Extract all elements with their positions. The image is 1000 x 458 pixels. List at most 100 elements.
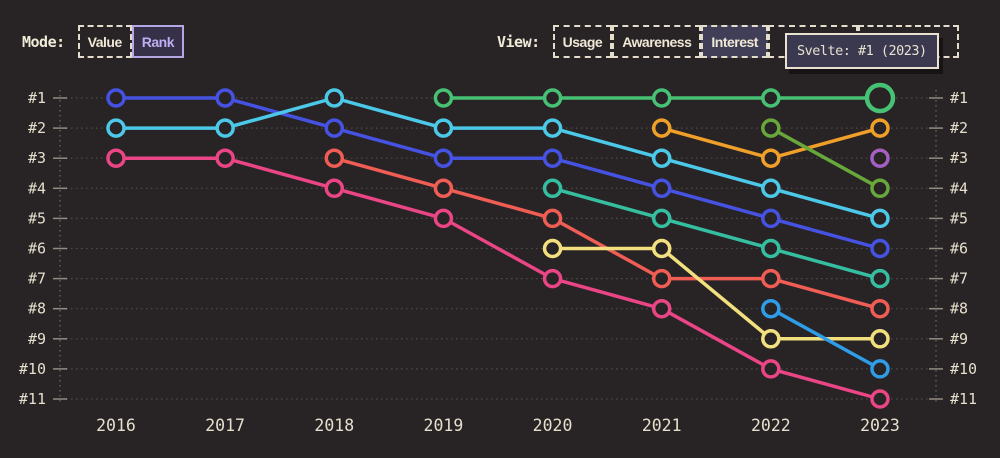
data-point-teal[interactable] [651,208,672,229]
series-line-cyan [114,96,882,221]
year-label: 2022 [751,416,791,435]
series-line-sky [769,306,882,371]
tooltip-text: Svelte: #1 (2023) [797,43,927,59]
data-point-pink[interactable] [542,268,563,289]
data-point-purple[interactable] [870,148,890,168]
data-point-pink[interactable] [433,208,454,229]
data-point-teal[interactable] [870,268,890,289]
data-point-amber[interactable] [761,148,781,168]
view-control: View: UsageAwarenessInterestPositivity [497,25,959,58]
rank-label-right: #8 [950,300,968,318]
data-point-salmon[interactable] [433,178,454,199]
rank-label-right: #5 [950,209,968,227]
data-point-highlighted-svelte[interactable] [864,82,896,114]
rank-label-left: #11 [19,390,46,408]
view-button-awareness[interactable]: Awareness [612,25,702,58]
rank-label-left: #9 [28,330,46,348]
data-point-indigo[interactable] [870,238,890,259]
data-point-indigo[interactable] [106,88,126,108]
series-line-olive [769,126,882,191]
data-point-salmon[interactable] [651,268,672,289]
rank-label-left: #8 [28,300,46,318]
year-label: 2020 [533,416,573,435]
year-label: 2018 [314,416,354,435]
mode-button-rank[interactable]: Rank [131,25,184,58]
data-point-indigo[interactable] [542,148,563,168]
data-point-yellow[interactable] [761,329,781,349]
rank-label-right: #2 [950,119,968,137]
data-point-indigo[interactable] [761,208,781,229]
data-point-cyan[interactable] [761,178,781,199]
rank-label-left: #7 [28,270,46,288]
data-point-cyan[interactable] [324,88,345,108]
data-point-pink[interactable] [215,148,235,168]
data-point-salmon[interactable] [324,148,345,168]
data-point-svelte[interactable] [542,88,563,108]
data-point-salmon[interactable] [870,298,890,319]
rank-label-right: #4 [950,179,968,197]
mode-button-value[interactable]: Value [77,25,132,58]
mode-button-group: Value Rank [77,25,184,58]
data-point-indigo[interactable] [324,118,345,138]
data-point-sky[interactable] [761,298,781,319]
data-point-cyan[interactable] [542,118,563,138]
data-point-svelte[interactable] [433,88,454,108]
rank-label-left: #4 [28,179,46,197]
data-point-teal[interactable] [761,238,781,259]
data-point-pink[interactable] [761,359,781,379]
rank-label-right: #9 [950,330,968,348]
series-line-salmon [332,156,882,311]
data-point-olive[interactable] [761,118,781,138]
mode-control: Mode: Value Rank [22,25,184,58]
year-label: 2017 [205,416,245,435]
data-point-yellow[interactable] [651,238,672,259]
view-button-group: UsageAwarenessInterestPositivity [552,25,959,58]
data-point-cyan[interactable] [215,118,235,138]
data-point-salmon[interactable] [761,268,781,289]
view-button-usage[interactable]: Usage [552,25,613,58]
data-point-pink[interactable] [651,298,672,319]
data-point-olive[interactable] [870,178,890,199]
data-point-svelte[interactable] [761,88,781,108]
data-point-indigo[interactable] [651,178,672,199]
year-label: 2021 [642,416,682,435]
data-point-teal[interactable] [542,178,563,199]
rank-label-left: #3 [28,149,46,167]
mode-label: Mode: [22,32,65,51]
rank-label-right: #11 [950,390,977,408]
rank-label-left: #10 [19,360,46,378]
data-point-cyan[interactable] [106,118,126,138]
data-point-svelte[interactable] [651,88,672,108]
rank-label-left: #2 [28,119,46,137]
data-point-cyan[interactable] [651,148,672,168]
rank-label-left: #1 [28,89,46,107]
rank-label-right: #7 [950,270,968,288]
data-point-cyan[interactable] [433,118,454,138]
year-label: 2019 [424,416,464,435]
rank-label-right: #1 [950,89,968,107]
data-point-salmon[interactable] [542,208,563,229]
data-point-pink[interactable] [870,389,890,409]
year-label: 2016 [96,416,136,435]
data-point-cyan[interactable] [870,208,890,229]
series-line-teal [550,186,882,281]
rank-label-left: #6 [28,240,46,258]
series-line-indigo [114,96,882,251]
rank-label-right: #3 [950,149,968,167]
data-point-pink[interactable] [106,148,126,168]
data-point-pink[interactable] [324,178,345,199]
rank-label-right: #6 [950,240,968,258]
data-point-yellow[interactable] [542,238,563,259]
data-point-indigo[interactable] [215,88,235,108]
data-point-indigo[interactable] [433,148,454,168]
rank-label-right: #10 [950,360,977,378]
view-button-interest[interactable]: Interest [701,25,768,58]
data-point-yellow[interactable] [870,329,890,349]
view-label: View: [497,32,540,51]
data-point-amber[interactable] [651,118,672,138]
data-point-sky[interactable] [870,359,890,379]
data-point-amber[interactable] [870,118,890,138]
year-label: 2023 [860,416,900,435]
